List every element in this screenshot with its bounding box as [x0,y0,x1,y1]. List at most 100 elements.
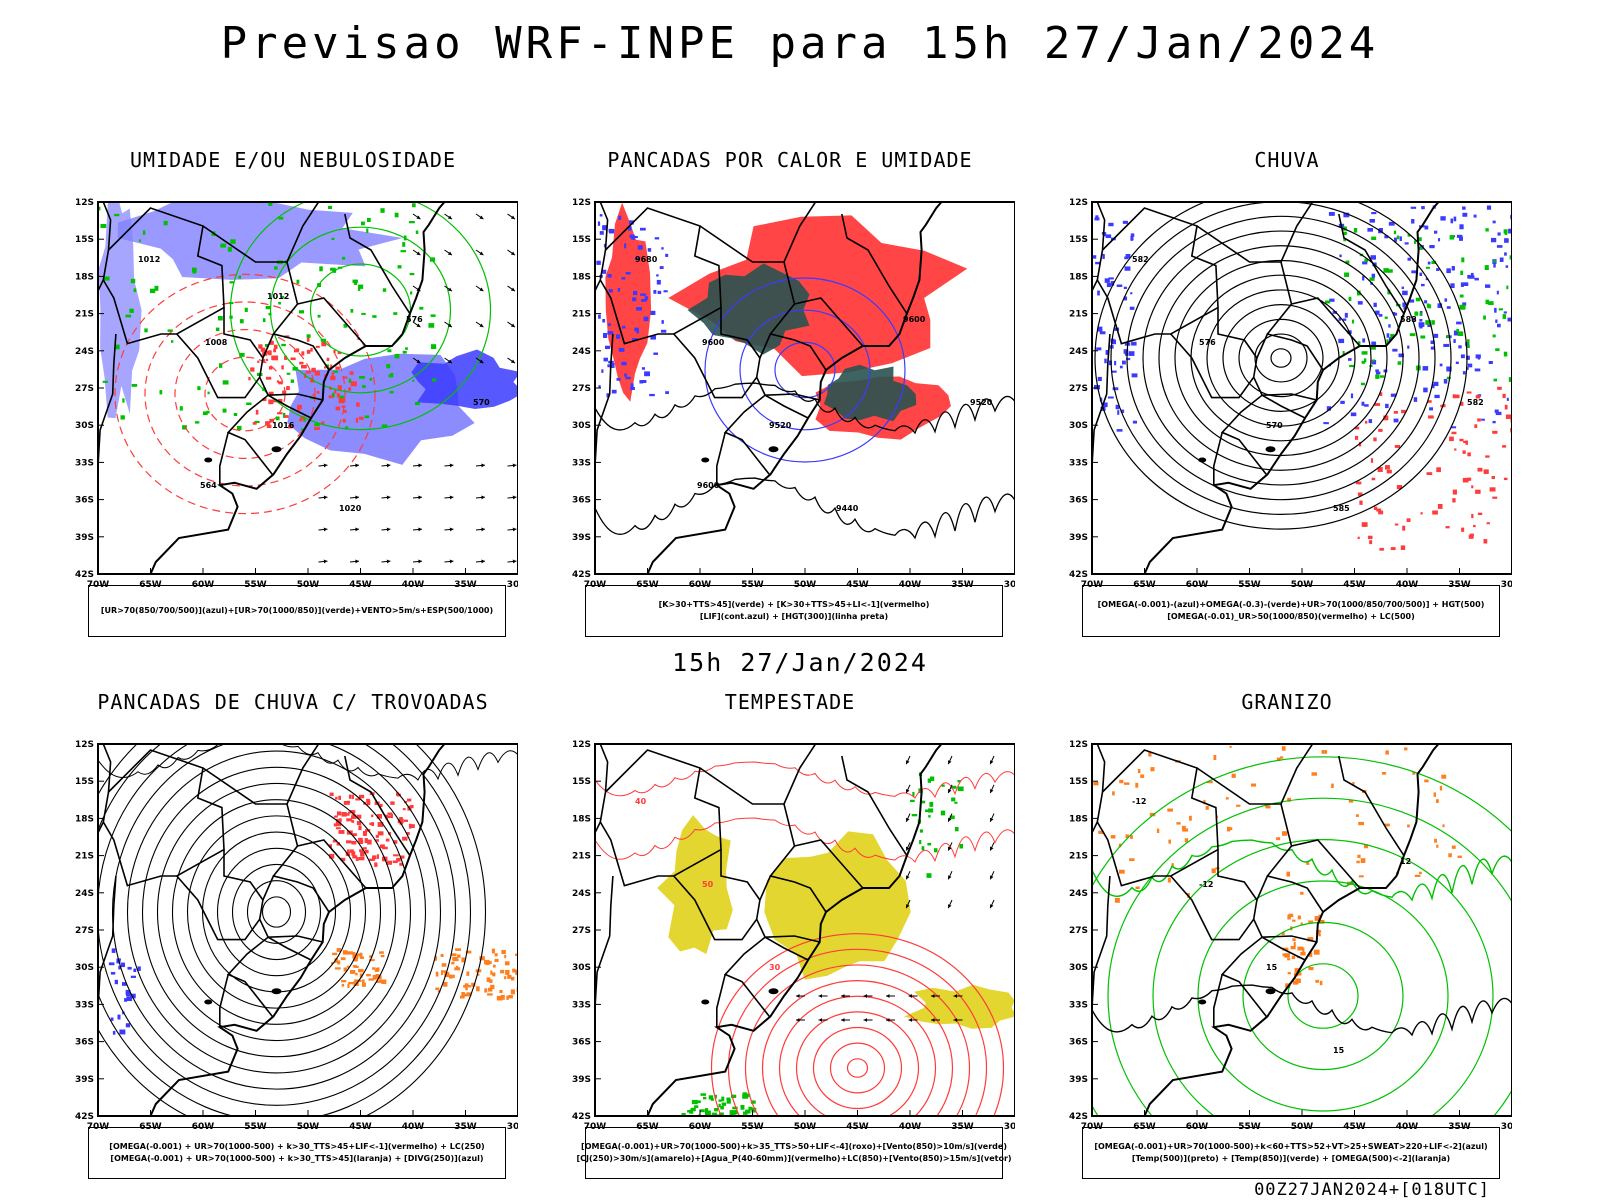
speckle [342,950,348,955]
speckle [299,310,305,314]
speckle [335,366,340,370]
contour-line [812,1026,903,1110]
speckle [1370,345,1376,350]
speckle [392,860,398,864]
speckle [336,393,341,398]
speckle [1506,285,1509,290]
speckle [1364,404,1369,407]
map-legend: [UR>70(850/700/500)](azul)+[UR>70(1000/8… [88,585,506,637]
wind-arrow-head [863,994,868,998]
speckle [1446,306,1451,309]
speckle [352,833,357,837]
speckle [1462,302,1467,306]
map-panel: PANCADAS DE CHUVA C/ TROVOADAS 12S 15S 18S 2… [68,690,518,1190]
lon-label: 45W [349,1122,372,1130]
speckle [696,1100,701,1104]
speckle [1102,254,1105,259]
speckle [1432,383,1435,389]
speckle [356,402,360,407]
speckle [1318,933,1321,937]
speckle [335,821,342,827]
speckle [1433,381,1439,387]
wind-arrow-head [418,527,422,532]
map-legend: [K>30+TTS>45](verde) + [K>30+TTS>45+LI<-… [585,585,1003,637]
contour-line [1126,215,1436,501]
speckle [137,966,141,971]
contour-line [1110,202,1452,515]
lon-label: 65W [139,580,162,588]
lat-label: 15S [572,235,591,245]
speckle [1404,242,1409,245]
speckle [1236,804,1241,807]
speckle [1455,361,1459,364]
speckle [371,814,374,818]
speckle [1309,952,1313,957]
speckle [1485,228,1489,232]
contour-label: 1012 [267,292,289,301]
streamline [261,896,292,928]
map-background [1092,744,1512,1116]
contour-label: 9520 [970,398,993,407]
speckle [1414,311,1419,316]
speckle [346,965,350,968]
speckle [1348,358,1352,361]
lon-label: 30W [1501,1122,1512,1130]
speckle [1442,404,1446,408]
speckle [1452,489,1457,495]
speckle [337,351,342,355]
lake [1265,988,1276,995]
speckle [1111,339,1117,345]
speckle [154,285,159,291]
speckle [1394,237,1397,243]
wind-arrow-head [323,463,328,468]
speckle [921,846,925,851]
speckle [387,349,392,353]
speckle [941,784,945,787]
speckle [348,794,352,799]
speckle [274,266,278,270]
speckle [1124,782,1130,785]
lat-label: 18S [572,814,591,824]
speckle [415,230,419,234]
speckle [624,373,627,377]
lon-label: 70W [584,1122,607,1130]
speckle [396,857,401,862]
speckle [1483,539,1488,544]
contour-label: 40 [635,797,647,806]
speckle [689,1109,694,1114]
map-layers: 582 576 570 585 588 582 [1092,202,1512,574]
speckle [265,344,269,347]
speckle [607,331,614,335]
lon-label: 70W [1081,1122,1104,1130]
speckle [336,948,341,952]
speckle [314,371,321,376]
speckle [515,969,518,974]
speckle [346,840,352,844]
lat-label: 24S [572,347,591,357]
speckle [650,310,656,315]
country-border [1256,875,1324,913]
speckle [359,794,365,799]
speckle [1449,436,1454,442]
speckle [1339,254,1342,258]
speckle [1129,858,1135,862]
speckle [1318,914,1322,918]
speckle [1419,319,1423,322]
speckle [1361,401,1365,406]
speckle [1431,260,1437,265]
map-legend: [OMEGA(-0.001)-(azul)+OMEGA(-0.3)-(verde… [1082,585,1500,637]
speckle [1434,394,1440,399]
speckle [1421,283,1425,287]
contour-label: -12 [1132,797,1146,806]
speckle [1326,406,1332,411]
speckle [130,993,136,999]
speckle [1356,290,1361,296]
speckle [1456,234,1463,238]
speckle [599,214,603,217]
speckle [1372,359,1375,362]
speckle [335,406,341,411]
contour-label: 570 [473,398,490,407]
speckle [268,391,274,396]
speckle [1454,448,1457,451]
